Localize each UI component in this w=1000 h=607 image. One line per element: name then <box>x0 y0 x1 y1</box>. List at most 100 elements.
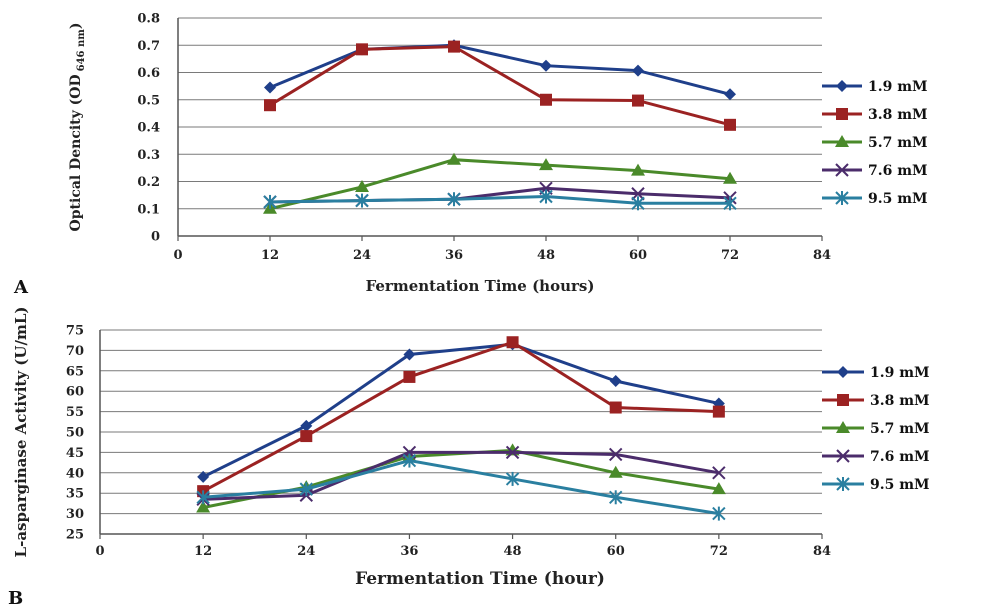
chart-panel-a: 0 0.1 0.2 0.3 0.4 0.5 0.6 0.7 0.8 0 12 24 36 48 60 72 84… <box>13 12 928 299</box>
x-tick-label: 12 <box>194 544 212 559</box>
legend-entry-label: 3.8 mM <box>870 393 930 409</box>
x-tick-label: 0 <box>95 544 104 559</box>
data-point <box>300 430 313 443</box>
panel-label: A <box>13 277 29 298</box>
data-point <box>724 118 736 131</box>
legend-entry-label: 5.7 mM <box>868 135 928 151</box>
series-line-0 <box>269 43 731 96</box>
data-point <box>355 179 369 192</box>
data-point <box>540 59 552 72</box>
data-point <box>712 506 726 521</box>
series-line-1 <box>269 45 731 127</box>
y-tick-label: 0.8 <box>137 12 160 27</box>
y-tick-label: 25 <box>66 528 84 543</box>
data-point <box>197 470 210 483</box>
x-tick-label: 36 <box>400 544 418 559</box>
y-tick-label: 35 <box>66 487 84 502</box>
data-point <box>631 196 645 211</box>
data-point <box>264 99 276 112</box>
y-tick-label: 0 <box>151 230 160 245</box>
x-tick-label: 48 <box>537 248 555 263</box>
data-point <box>196 500 211 513</box>
y-tick-label: 0.2 <box>137 175 160 190</box>
y-tick-label: 0.3 <box>137 148 160 163</box>
data-point <box>447 152 461 165</box>
x-tick-label: 0 <box>173 248 182 263</box>
y-tick-label: 45 <box>66 446 84 461</box>
data-point <box>505 471 520 486</box>
x-tick-label: 36 <box>445 248 463 263</box>
series-line-2 <box>269 158 731 211</box>
data-point <box>539 158 553 171</box>
y-tick-label: 30 <box>66 507 84 522</box>
series-line-4 <box>203 459 720 516</box>
x-tick-label: 60 <box>607 544 625 559</box>
legend-marker <box>836 108 848 120</box>
data-point <box>264 81 276 94</box>
legend-marker <box>836 449 850 463</box>
x-axis-title: Fermentation Time (hour) <box>355 569 605 589</box>
data-point <box>608 465 623 478</box>
series-line-3 <box>203 450 720 501</box>
y-tick-label: 0.7 <box>137 39 160 54</box>
y-tick-label: 0.6 <box>137 66 160 81</box>
data-point <box>355 193 369 208</box>
data-point <box>356 43 368 56</box>
data-point <box>539 189 553 204</box>
legend-entry-label: 9.5 mM <box>868 191 928 207</box>
y-tick-label: 75 <box>66 324 84 339</box>
x-tick-label: 24 <box>353 248 371 263</box>
data-point <box>631 187 645 201</box>
x-tick-label: 72 <box>721 248 739 263</box>
y-tick-label: 0.1 <box>137 202 160 217</box>
data-point <box>403 370 416 383</box>
data-point <box>723 171 737 184</box>
x-tick-label: 84 <box>813 544 831 559</box>
legend-marker <box>836 477 850 491</box>
data-point <box>448 40 460 53</box>
legend-marker <box>835 191 849 205</box>
y-tick-label: 40 <box>66 466 84 481</box>
legend-entry-label: 5.7 mM <box>870 421 930 437</box>
x-tick-label: 84 <box>813 248 831 263</box>
y-tick-label: 65 <box>66 364 84 379</box>
data-point <box>299 482 313 497</box>
x-tick-label: 60 <box>629 248 647 263</box>
data-point <box>402 453 417 468</box>
series-line-0 <box>202 342 720 479</box>
x-tick-label: 72 <box>710 544 728 559</box>
data-point <box>403 348 416 361</box>
data-point <box>300 419 313 432</box>
x-tick-label: 48 <box>504 544 522 559</box>
legend-entry-label: 1.9 mM <box>868 79 928 95</box>
legend-marker <box>836 421 850 433</box>
data-point <box>711 482 726 495</box>
data-point <box>540 93 552 106</box>
data-point <box>609 447 623 462</box>
legend-entry-label: 7.6 mM <box>868 163 928 179</box>
y-tick-label: 70 <box>66 344 84 359</box>
data-point <box>632 94 644 107</box>
data-point <box>712 466 726 480</box>
x-tick-label: 24 <box>297 544 315 559</box>
data-point <box>506 336 519 349</box>
legend-entry-label: 1.9 mM <box>870 365 930 381</box>
series-line-4 <box>269 194 730 205</box>
data-point <box>609 375 622 387</box>
data-point <box>609 401 622 414</box>
legend-marker <box>837 366 849 378</box>
chart-panel-b: 25 30 35 40 45 50 55 60 65 70 75 0 12 24 36 48 60 72 84 Fer… <box>8 307 930 607</box>
y-tick-label: 60 <box>66 385 84 400</box>
data-point <box>631 163 645 176</box>
series-line-1 <box>202 340 719 493</box>
data-point <box>447 192 461 207</box>
legend-marker <box>835 135 849 147</box>
y-tick-label: 0.5 <box>137 93 160 108</box>
y-tick-label: 0.4 <box>137 121 160 136</box>
y-axis-title: L-asparginase Activity (U/mL) <box>12 307 30 558</box>
legend-entry-label: 9.5 mM <box>870 477 930 493</box>
data-point <box>712 405 725 418</box>
data-point <box>196 490 210 505</box>
legend-entry-label: 7.6 mM <box>870 449 930 465</box>
